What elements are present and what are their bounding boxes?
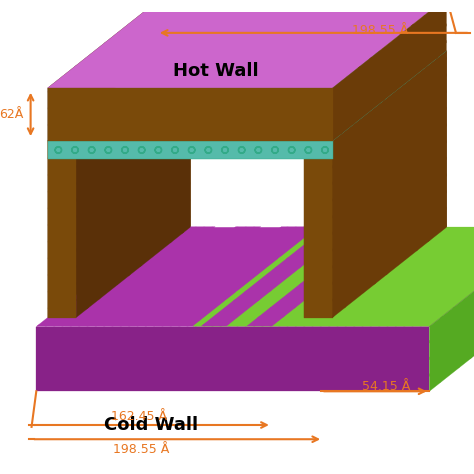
Polygon shape bbox=[48, 51, 162, 318]
Text: 54.15 Å: 54.15 Å bbox=[363, 380, 411, 393]
Text: 62Å: 62Å bbox=[0, 108, 23, 121]
Polygon shape bbox=[36, 327, 429, 391]
Polygon shape bbox=[48, 141, 76, 318]
Polygon shape bbox=[429, 228, 474, 391]
Polygon shape bbox=[65, 227, 215, 326]
Polygon shape bbox=[333, 51, 447, 318]
Polygon shape bbox=[36, 228, 474, 327]
Polygon shape bbox=[48, 0, 162, 141]
Polygon shape bbox=[76, 51, 190, 318]
Text: 198.55 Å: 198.55 Å bbox=[113, 443, 170, 456]
Polygon shape bbox=[48, 141, 333, 159]
Polygon shape bbox=[156, 227, 306, 326]
Polygon shape bbox=[48, 88, 333, 141]
Polygon shape bbox=[193, 227, 474, 326]
Polygon shape bbox=[304, 51, 418, 318]
Text: Hot Wall: Hot Wall bbox=[173, 62, 258, 80]
Polygon shape bbox=[48, 0, 447, 88]
Polygon shape bbox=[162, 51, 190, 228]
Polygon shape bbox=[333, 0, 447, 141]
Polygon shape bbox=[110, 227, 261, 326]
Polygon shape bbox=[48, 51, 447, 141]
Polygon shape bbox=[304, 141, 333, 318]
Text: 162.45 Å: 162.45 Å bbox=[111, 410, 167, 423]
Polygon shape bbox=[201, 227, 352, 326]
Polygon shape bbox=[418, 51, 447, 228]
Text: 198.55 Å: 198.55 Å bbox=[352, 24, 408, 36]
Polygon shape bbox=[247, 227, 398, 326]
Text: Cold Wall: Cold Wall bbox=[104, 416, 198, 434]
